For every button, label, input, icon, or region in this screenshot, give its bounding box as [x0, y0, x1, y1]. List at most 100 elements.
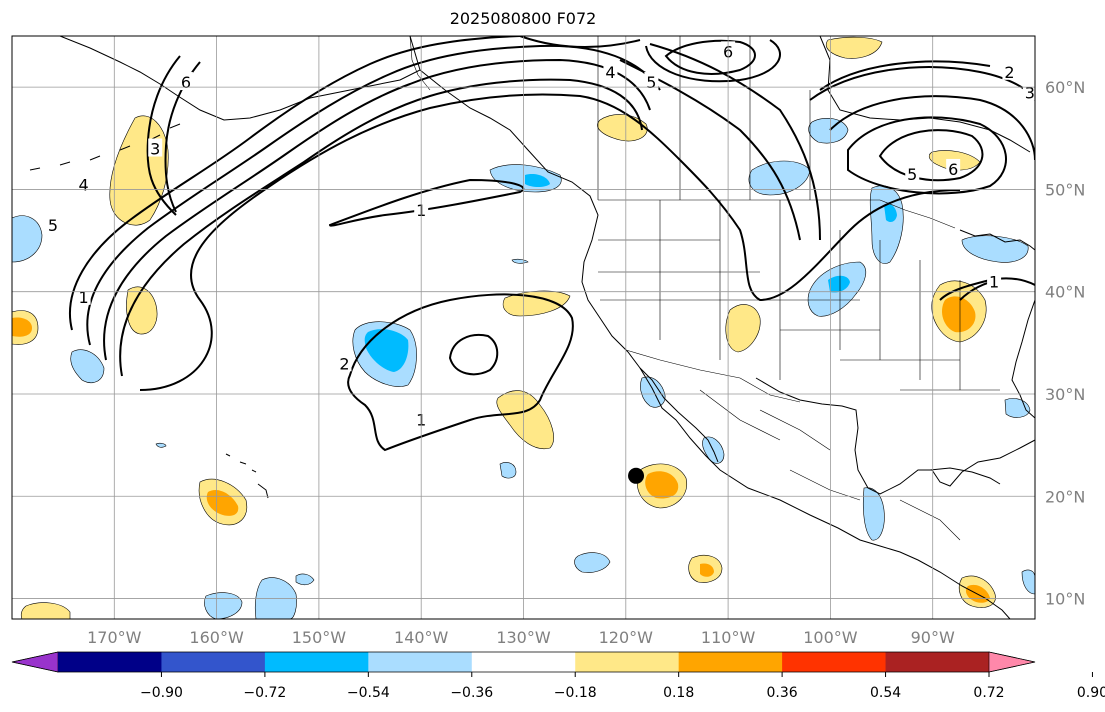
cuba-island [929, 467, 1001, 485]
colorbar-tick-label: −0.18 [554, 685, 597, 701]
contour-label: 3 [150, 140, 160, 159]
positive-anomaly-area [20, 602, 71, 619]
negative-anomaly-area [155, 442, 167, 448]
contour-line [519, 36, 821, 241]
lon-tick-label: 150°W [292, 628, 347, 647]
lon-tick-label: 160°W [189, 628, 244, 647]
colorbar-segment [782, 652, 887, 672]
contour-line [347, 293, 574, 452]
positive-anomaly-area [502, 290, 571, 317]
contour-line [139, 93, 681, 391]
negative-anomaly-area [12, 215, 43, 263]
lat-tick-label: 20°N [1045, 487, 1085, 506]
contour-line [829, 95, 1035, 161]
positive-anomaly-area [941, 296, 976, 333]
lon-tick-label: 120°W [599, 628, 654, 647]
contour-line [819, 60, 991, 91]
colorbar-segment [368, 652, 473, 672]
negative-anomaly-area [808, 117, 849, 144]
colorbar-segment [58, 652, 162, 672]
negative-anomaly-area [70, 349, 105, 383]
negative-anomaly-area [884, 204, 897, 223]
contour-label: 4 [605, 63, 615, 82]
negative-anomaly-area [828, 275, 850, 293]
contour-label: 5 [48, 216, 58, 235]
colorbar-tick-label: 0.72 [973, 685, 1004, 701]
great-lakes-outline [959, 229, 1035, 251]
positive-anomaly-area [645, 471, 679, 499]
colorbar-tick-labels: −0.90 −0.72 −0.54 −0.36 −0.18 0.18 0.36 0.54 0.7… [140, 672, 1105, 701]
contour-line [448, 334, 499, 376]
colorbar-tick-label: 0.90 [1077, 685, 1105, 701]
contour-line [69, 36, 521, 331]
contour-label: 6 [181, 73, 191, 92]
positive-anomaly-area [700, 563, 714, 577]
colorbar-tick-label: −0.54 [347, 685, 390, 701]
lat-tick-label: 10°N [1045, 590, 1085, 609]
contour-line [645, 39, 781, 83]
lat-tick-label: 40°N [1045, 283, 1085, 302]
contour-line [847, 116, 1007, 195]
negative-anomaly-area [511, 258, 529, 264]
negative-anomaly-area [574, 552, 611, 573]
colorbar [11, 651, 1036, 673]
contour-line [664, 39, 756, 75]
contour-label-background [178, 72, 193, 91]
longitude-labels: 170°W 160°W 150°W 140°W 130°W 120°W 110°W 100°W… [87, 628, 955, 647]
colorbar-tick-label: 0.18 [663, 685, 694, 701]
contour-label: 4 [79, 175, 89, 194]
us-mexico-border [625, 349, 801, 403]
negative-anomaly-area [364, 329, 409, 372]
lat-tick-label: 60°N [1045, 78, 1085, 97]
contour-label-background [337, 353, 352, 372]
contour-line [146, 55, 181, 216]
lon-tick-label: 130°W [496, 628, 551, 647]
contour-label-background [603, 61, 618, 80]
location-marker [628, 467, 645, 484]
canada-province-lines [597, 36, 811, 200]
positive-anomaly-area [126, 286, 158, 335]
colorbar-tick-label: −0.90 [140, 685, 183, 701]
contour-label: 1 [79, 288, 89, 307]
contour-line [103, 58, 651, 361]
contour-label-background [45, 215, 60, 234]
contour-label: 2 [339, 354, 349, 373]
positive-anomaly-area [12, 317, 32, 337]
hawaii-islands [225, 453, 269, 499]
north-america-coastline [409, 36, 1011, 619]
lat-tick-label: 30°N [1045, 385, 1085, 404]
lon-tick-label: 140°W [394, 628, 449, 647]
contour-label: 2 [1004, 63, 1014, 82]
contour-line [679, 159, 961, 302]
gulf-of-mexico-coast [755, 377, 1035, 495]
contour-label: 6 [948, 160, 958, 179]
us-east-coast [1011, 299, 1035, 419]
colorbar-tick-label: 0.36 [767, 685, 798, 701]
contour-label: 3 [1025, 83, 1035, 102]
contour-label-background [76, 174, 91, 193]
contour-label: 5 [907, 165, 917, 184]
negative-anomaly-area [869, 185, 904, 264]
negative-anomaly-area [748, 160, 811, 196]
contour-line [328, 178, 525, 227]
colorbar-segment [678, 652, 783, 672]
contour-label-background [148, 138, 163, 157]
colorbar-tick-label: −0.72 [243, 685, 286, 701]
contour-label-background [1002, 61, 1017, 80]
gridlines [12, 36, 1035, 619]
colorbar-segment [575, 652, 680, 672]
contour-label: 1 [989, 272, 999, 291]
aleutian-islands [29, 123, 181, 171]
negative-anomaly-area [1021, 569, 1035, 595]
positive-anomaly-area [725, 304, 761, 353]
colorbar-segment [885, 652, 990, 672]
positive-anomaly-area [825, 36, 883, 59]
map-frame [11, 35, 1036, 620]
negative-anomaly-area [499, 462, 517, 479]
coastlines [29, 36, 1035, 619]
lon-tick-label: 100°W [803, 628, 858, 647]
lon-tick-label: 110°W [701, 628, 756, 647]
contour-label-background [946, 158, 961, 177]
